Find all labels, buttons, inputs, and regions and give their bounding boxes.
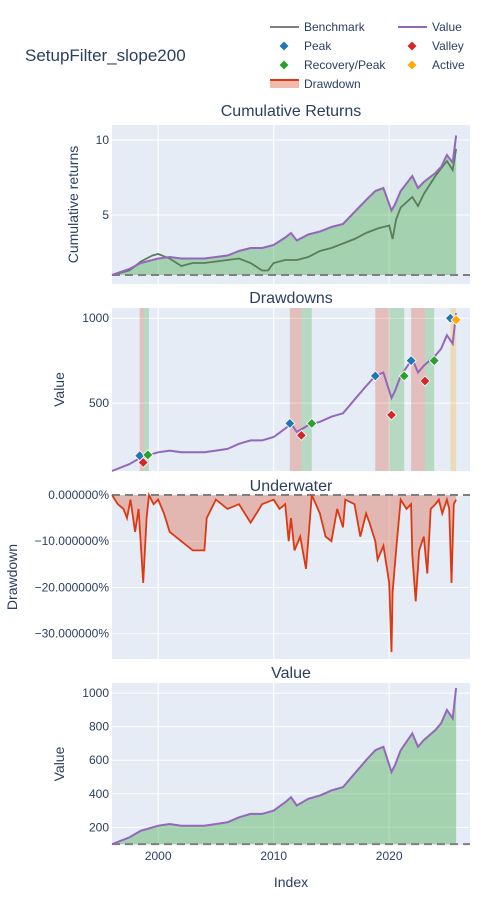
- recovery-band: [301, 308, 312, 471]
- legend-item-recovery: Recovery/Peak: [278, 58, 386, 72]
- y-tick-label: 500: [89, 396, 109, 410]
- y-axis-label: Value: [51, 746, 67, 781]
- recovery-band: [389, 308, 405, 471]
- drawdown-band: [375, 308, 390, 471]
- y-tick-label: 1000: [82, 686, 109, 700]
- y-axis-label: Drawdown: [4, 544, 20, 610]
- y-tick-label: 0.000000%: [48, 488, 109, 502]
- panel-title: Underwater: [250, 478, 333, 495]
- legend-item-valley: Valley: [406, 39, 464, 53]
- value-line: [111, 135, 458, 276]
- x-tick-label: 2020: [376, 849, 403, 863]
- legend-label: Benchmark: [304, 20, 366, 34]
- valley-marker: [419, 375, 431, 387]
- plot-background: [112, 308, 470, 471]
- x-axis: 2000 2010 2020: [145, 849, 403, 863]
- y-tick-label: 600: [89, 753, 109, 767]
- cumulative-returns-panel: 5 10 Cumulative Returns Cumulative returns: [65, 103, 470, 284]
- value-area: [112, 135, 457, 275]
- legend-label: Value: [432, 20, 462, 34]
- x-axis-label: Index: [274, 874, 308, 890]
- figure-title: SetupFilter_slope200: [25, 46, 186, 65]
- peak-marker: [369, 370, 381, 382]
- legend-swatch: [278, 40, 290, 52]
- legend-swatch: [406, 59, 418, 71]
- valley-marker: [385, 409, 398, 421]
- drawdown-band: [411, 308, 425, 471]
- legend-item-drawdown: Drawdown: [270, 77, 361, 91]
- value-panel: 200 400 600 800 1000 Value Value: [51, 665, 470, 846]
- legend-label: Peak: [304, 39, 332, 53]
- drawdowns-panel: 500 1000 Drawdowns Value: [51, 290, 470, 472]
- value-area: [112, 688, 457, 845]
- peak-marker: [284, 417, 296, 430]
- y-tick-label: −30.000000%: [35, 627, 110, 641]
- drawdown-band: [139, 308, 144, 471]
- y-tick-label: 5: [102, 208, 109, 222]
- panel-title: Value: [271, 665, 311, 682]
- legend-label: Drawdown: [304, 77, 361, 91]
- y-axis-label: Cumulative returns: [65, 146, 81, 264]
- y-tick-label: 400: [89, 787, 109, 801]
- x-tick-label: 2000: [145, 849, 172, 863]
- drawdown-band: [289, 308, 302, 471]
- recovery-marker: [306, 417, 318, 430]
- y-tick-label: −10.000000%: [35, 534, 110, 548]
- peak-marker: [405, 355, 417, 367]
- legend-label: Active: [432, 58, 465, 72]
- legend-label: Recovery/Peak: [304, 58, 386, 72]
- recovery-marker: [398, 370, 410, 382]
- recovery-band: [143, 308, 149, 471]
- plot-background: [112, 683, 470, 845]
- legend-swatch: [278, 59, 290, 71]
- legend-item-peak: Peak: [278, 39, 332, 53]
- recovery-marker: [142, 449, 154, 461]
- y-tick-label: 800: [89, 720, 109, 734]
- legend-item-active: Active: [406, 58, 465, 72]
- underwater-panel: 0.000000% −10.000000% −20.000000% −30.00000…: [4, 478, 470, 659]
- recovery-marker: [428, 355, 440, 367]
- legend-item-benchmark: Benchmark: [270, 20, 366, 34]
- y-axis-label: Value: [51, 372, 67, 407]
- benchmark-line: [111, 148, 457, 276]
- legend-item-value: Value: [398, 20, 462, 34]
- y-tick-label: 10: [96, 133, 110, 147]
- y-tick-label: 200: [89, 820, 109, 834]
- legend-swatch: [270, 80, 299, 88]
- value-line: [111, 687, 458, 846]
- y-tick-label: 1000: [82, 311, 109, 325]
- active-marker: [450, 314, 462, 326]
- legend-swatch: [406, 40, 418, 52]
- underwater-line: [111, 491, 457, 653]
- active-band: [450, 308, 457, 471]
- recovery-band: [424, 308, 435, 471]
- peak-marker: [444, 312, 456, 324]
- underwater-area: [112, 495, 457, 653]
- valley-marker: [137, 456, 149, 469]
- x-tick-label: 2010: [260, 849, 287, 863]
- panel-title: Drawdowns: [249, 290, 333, 307]
- legend: Benchmark Value Peak Valley Recovery/Peak Act…: [270, 20, 465, 91]
- legend-label: Valley: [432, 39, 464, 53]
- panel-title: Cumulative Returns: [221, 103, 362, 120]
- valley-marker: [295, 429, 307, 441]
- y-tick-label: −20.000000%: [35, 580, 110, 594]
